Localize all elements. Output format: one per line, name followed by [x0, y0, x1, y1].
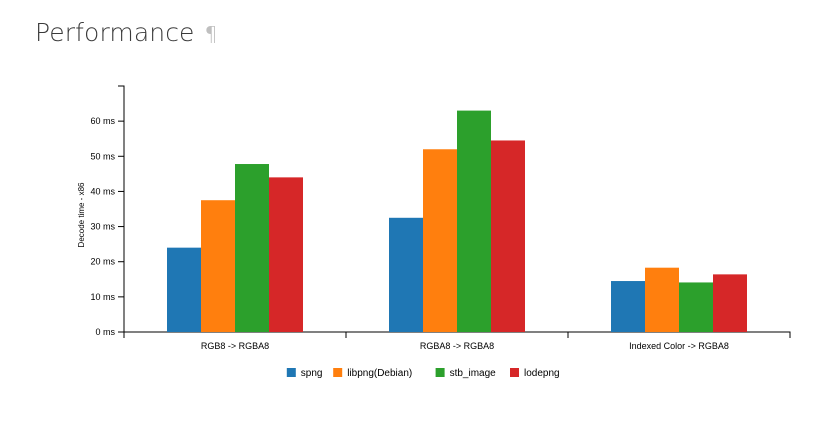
x-axis-line — [123, 331, 791, 338]
bar-libpng-debian-[interactable] — [423, 149, 457, 332]
legend-swatch-spng — [286, 368, 296, 377]
x-tick-label: RGB8 -> RGBA8 — [201, 341, 269, 351]
x-tick-label: RGBA8 -> RGBA8 — [420, 341, 494, 351]
y-tick-label: 10 ms — [90, 292, 115, 302]
heading-text: Performance — [35, 18, 195, 47]
bar-spng[interactable] — [611, 281, 645, 332]
x-tick-label: Indexed Color -> RGBA8 — [629, 341, 729, 351]
legend-swatch-libpng-debian- — [333, 368, 343, 377]
legend-label-spng: spng — [301, 368, 323, 379]
page-heading: Performance ¶ — [35, 18, 217, 47]
y-tick-label: 0 ms — [95, 327, 115, 337]
legend-label-libpng-debian-: libpng(Debian) — [347, 368, 412, 379]
bar-spng[interactable] — [167, 247, 201, 332]
y-axis-title: Decode time - x86 — [77, 182, 86, 247]
bar-spng[interactable] — [389, 217, 423, 332]
y-tick-label: 30 ms — [90, 222, 115, 232]
bar-lodepng[interactable] — [269, 177, 303, 332]
legend-swatch-lodepng — [510, 368, 519, 377]
bar-stb-image[interactable] — [679, 282, 713, 332]
legend-swatch-stb-image — [435, 368, 445, 377]
y-tick-label: 40 ms — [90, 186, 115, 196]
bar-lodepng[interactable] — [491, 140, 525, 332]
legend-label-stb-image: stb_image — [450, 368, 497, 379]
bar-libpng-debian-[interactable] — [201, 200, 235, 332]
legend-label-lodepng: lodepng — [524, 368, 560, 379]
bar-stb-image[interactable] — [457, 110, 491, 332]
y-tick-label: 20 ms — [90, 257, 115, 267]
anchor-link-icon[interactable]: ¶ — [204, 22, 218, 46]
bar-libpng-debian-[interactable] — [645, 267, 679, 332]
bar-stb-image[interactable] — [235, 164, 269, 332]
y-tick-label: 60 ms — [90, 116, 115, 126]
y-axis-line — [118, 85, 125, 333]
bar-lodepng[interactable] — [713, 274, 747, 332]
y-tick-label: 50 ms — [90, 151, 115, 161]
